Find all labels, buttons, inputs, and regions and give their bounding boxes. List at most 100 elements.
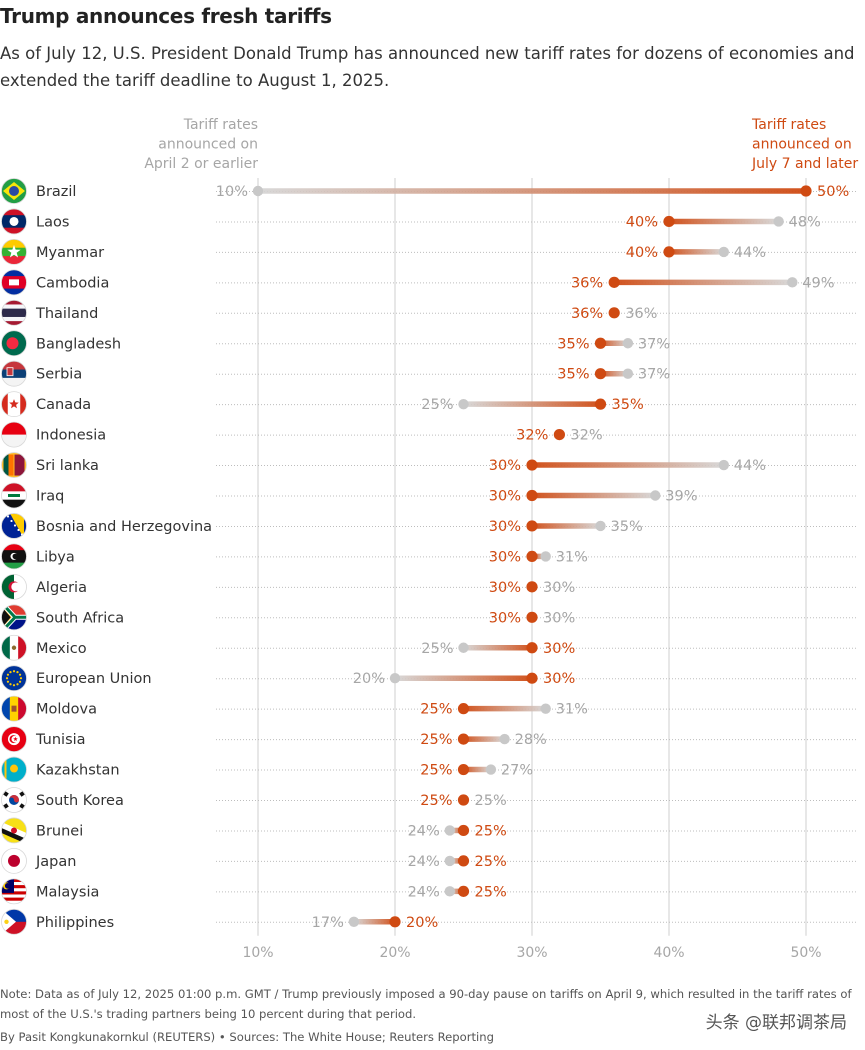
new-rate-label: 35% [557, 336, 589, 352]
new-rate-label: 30% [489, 519, 521, 535]
new-rate-dot [457, 885, 470, 897]
row-tunisia: Tunisia 25% 28% [1, 726, 858, 752]
x-axis: 10% 20% 30% 40% 50% [242, 945, 821, 961]
new-rate-dot [594, 368, 607, 380]
philippines-flag-icon [1, 908, 27, 935]
old-rate-dot [348, 916, 360, 927]
country-label: Brunei [36, 823, 83, 839]
country-label: European Union [36, 671, 152, 687]
old-rate-label: 44% [734, 458, 766, 474]
old-rate-label: 28% [515, 732, 547, 748]
country-label: Laos [36, 214, 69, 230]
legend-new-line: Tariff rates [751, 117, 826, 133]
tunisia-flag-icon [1, 726, 27, 752]
new-rate-dot [608, 307, 620, 319]
old-rate-label: 49% [802, 275, 834, 291]
new-rate-label: 36% [571, 275, 603, 291]
new-rate-dot [526, 489, 538, 502]
country-label: Philippines [36, 915, 114, 931]
old-rate-label: 35% [611, 519, 643, 535]
old-rate-dot [718, 459, 729, 471]
country-label: Libya [36, 549, 75, 565]
new-rate-dot [457, 703, 470, 715]
old-rate-label: 24% [408, 823, 440, 839]
country-label: Bosnia and Herzegovina [36, 519, 212, 535]
new-rate-label: 40% [626, 214, 658, 230]
new-rate-label: 36% [571, 306, 603, 322]
country-label: Japan [35, 854, 76, 870]
row-thailand: Thailand 36% 36% [1, 299, 858, 326]
southafrica-flag-icon [1, 604, 27, 631]
old-rate-dot [540, 703, 551, 714]
new-rate-label: 25% [420, 732, 452, 748]
old-rate-dot [622, 338, 634, 349]
old-rate-label: 36% [625, 306, 657, 322]
row-kazakhstan: Kazakhstan 25% 27% [1, 756, 858, 783]
old-rate-label: 31% [556, 549, 588, 565]
new-rate-label: 35% [612, 397, 644, 413]
tariff-dot-chart: Tariff rates announced on April 2 or earli… [1, 117, 858, 961]
x-tick-label-10: 10% [242, 945, 273, 961]
old-rate-label: 44% [734, 245, 766, 261]
new-rate-dot [526, 520, 538, 532]
brazil-flag-icon [1, 178, 27, 204]
new-rate-dot [526, 550, 538, 563]
algeria-flag-icon [1, 573, 27, 600]
new-rate-label: 50% [817, 184, 849, 200]
bosnia-flag-icon [1, 513, 27, 539]
country-label: Kazakhstan [36, 763, 120, 779]
legend-layer: Tariff rates announced on April 2 or earli… [144, 117, 858, 172]
legend-old-line: April 2 or earlier [144, 156, 258, 172]
new-rate-dot [457, 855, 470, 867]
row-malaysia: Malaysia 24% 25% [1, 878, 858, 905]
x-tick-label-30: 30% [516, 945, 547, 961]
mexico-flag-icon [1, 634, 27, 661]
new-rate-dot [526, 581, 538, 593]
new-rate-dot [526, 611, 538, 623]
bangladesh-flag-icon [1, 330, 27, 357]
old-rate-dot [444, 855, 455, 867]
old-rate-dot [485, 764, 497, 775]
old-rate-label: 25% [421, 641, 453, 657]
country-label: Tunisia [35, 732, 86, 748]
canada-flag-icon [1, 391, 27, 418]
libya-flag-icon [1, 543, 27, 570]
old-rate-dot [622, 368, 634, 379]
row-iraq: Iraq 30% 39% [1, 482, 858, 509]
new-rate-dot [594, 398, 607, 410]
old-rate-label: 39% [665, 489, 697, 505]
country-label: Canada [36, 397, 91, 413]
country-label: Mexico [36, 641, 87, 657]
serbia-flag-icon [1, 360, 27, 387]
new-rate-label: 40% [626, 245, 658, 261]
row-japan: Japan 24% 25% [1, 848, 858, 874]
new-rate-dot [389, 916, 401, 928]
row-myanmar: Myanmar 40% 44% [1, 238, 858, 265]
new-rate-label: 20% [406, 915, 438, 931]
legend-old-line: announced on [158, 137, 258, 153]
row-philippines: Philippines 17% 20% [1, 908, 858, 935]
country-label: Moldova [36, 702, 97, 718]
old-rate-label: 30% [543, 610, 575, 626]
row-bangladesh: Bangladesh 35% 37% [1, 330, 858, 357]
chart-subtitle: As of July 12, U.S. President Donald Tru… [0, 44, 855, 90]
new-rate-label: 30% [489, 610, 521, 626]
rows-layer: Brazil 10% 50% Laos 40% 48% Myanmar 40% 44% Cambo… [1, 178, 858, 935]
country-label: South Africa [36, 610, 124, 626]
row-southkorea: South Korea 25% 25% [1, 787, 858, 813]
old-rate-dot [773, 216, 784, 227]
thailand-flag-icon [1, 299, 27, 326]
x-tick-label-40: 40% [653, 945, 684, 961]
old-rate-dot [252, 185, 264, 197]
row-brunei: Brunei 24% 25% [1, 817, 858, 844]
old-rate-dot [458, 398, 469, 410]
new-rate-label: 30% [543, 641, 575, 657]
old-rate-label: 25% [475, 793, 507, 809]
new-rate-label: 30% [543, 671, 575, 687]
old-rate-label: 32% [570, 428, 602, 444]
eu-flag-icon [1, 665, 27, 692]
new-rate-label: 30% [489, 489, 521, 505]
byline: By Pasit Kongkunakornkul (REUTERS) • Sou… [0, 1030, 494, 1044]
row-bosnia: Bosnia and Herzegovina 30% 35% [1, 513, 858, 539]
old-rate-label: 37% [638, 367, 670, 383]
